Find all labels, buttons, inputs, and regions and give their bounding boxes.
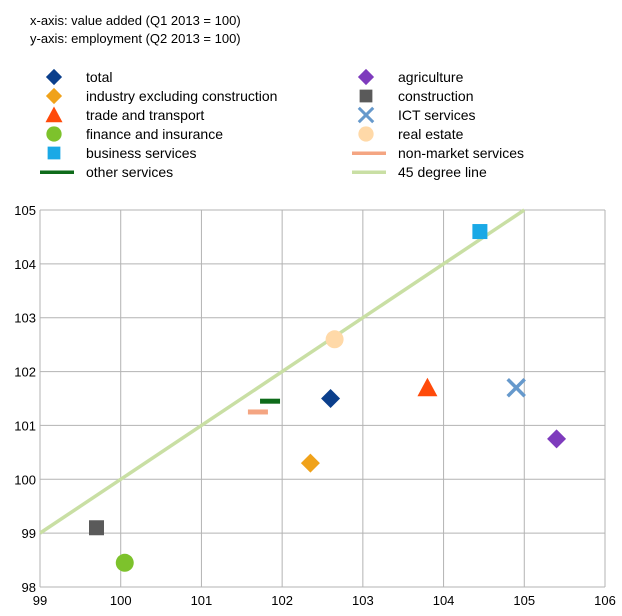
legend-item-agriculture: agriculture [352, 68, 463, 86]
industry-excluding-construction-point [300, 453, 320, 473]
legend-label: agriculture [398, 69, 464, 85]
legend-item-other-services: other services [40, 163, 173, 181]
legend-item-non-market-services: non-market services [352, 144, 524, 162]
construction-point [89, 520, 104, 536]
legend-label: ICT services [398, 107, 476, 123]
legend-label: non-market services [398, 145, 525, 161]
x-axis-note: x-axis: value added (Q1 2013 = 100) [30, 13, 241, 28]
legend-swatch [46, 126, 62, 142]
y-axis-note: y-axis: employment (Q2 2013 = 100) [30, 31, 241, 46]
legend-item-real-estate: real estate [352, 125, 463, 143]
legend-swatch-marker [46, 126, 62, 142]
legend-swatch-line [40, 170, 74, 174]
legend-label: finance and insurance [86, 126, 223, 142]
x-tick-label: 104 [433, 593, 455, 608]
legend-label: construction [398, 88, 474, 104]
legend-label: industry excluding construction [86, 88, 278, 104]
x-tick-label: 101 [191, 593, 213, 608]
ict-services-point [506, 377, 526, 398]
grid [39, 209, 606, 588]
non-market-services-point [247, 409, 268, 415]
legend-swatch [45, 87, 63, 105]
legend-item-ict-services: ICT services [352, 106, 476, 124]
other-services-point [260, 398, 281, 404]
legend-swatch [357, 68, 375, 86]
legend-item-finance-and-insurance: finance and insurance [40, 125, 223, 143]
legend-swatch-line [352, 151, 386, 155]
legend-label: 45 degree line [398, 164, 487, 180]
legend-label: business services [86, 145, 197, 161]
x-tick-label: 105 [513, 593, 535, 608]
45-degree-line-line [39, 208, 526, 535]
x-tick-label: 106 [594, 593, 616, 608]
legend-swatch-marker [357, 106, 375, 124]
legend-item-trade-and-transport: trade and transport [40, 106, 204, 124]
legend-swatch-marker [45, 106, 63, 123]
real-estate-point [325, 330, 344, 349]
legend-item-industry-excluding-construction: industry excluding construction [40, 87, 277, 105]
legend-swatch-line [352, 170, 386, 174]
legend-swatch [357, 106, 375, 124]
legend-swatch [352, 151, 386, 155]
legend-label: real estate [398, 126, 464, 142]
legend-label: trade and transport [86, 107, 205, 123]
legend-swatch [45, 106, 63, 123]
business-services-point [472, 224, 488, 240]
legend-item-total: total [40, 68, 112, 86]
y-tick-label: 103 [14, 311, 36, 326]
legend-swatch [358, 126, 374, 142]
legend-swatch-marker [45, 87, 63, 105]
legend-swatch [359, 89, 373, 103]
y-tick-label: 105 [14, 203, 36, 218]
y-tick-label: 100 [14, 472, 36, 487]
legend-item-construction: construction [352, 87, 473, 105]
legend-swatch-marker [47, 146, 61, 160]
legend-item-45-degree-line: 45 degree line [352, 163, 487, 181]
legend-swatch [352, 170, 386, 174]
legend-swatch [47, 146, 61, 160]
agriculture-point [547, 429, 567, 449]
legend-label: total [86, 69, 113, 85]
legend-swatch-marker [358, 126, 374, 142]
y-tick-label: 99 [22, 526, 36, 541]
x-tick-label: 100 [110, 593, 132, 608]
legend-swatch-marker [357, 68, 375, 86]
trade-and-transport-point [417, 377, 438, 397]
x-tick-label: 102 [271, 593, 293, 608]
finance-and-insurance-point [115, 553, 134, 572]
legend-swatch-marker [45, 68, 63, 86]
x-tick-label: 99 [33, 593, 47, 608]
legend-swatch-marker [359, 89, 373, 103]
y-tick-label: 98 [22, 580, 36, 595]
legend-swatch [45, 68, 63, 86]
legend-label: other services [86, 164, 174, 180]
legend-swatch [40, 170, 74, 174]
legend-item-business-services: business services [40, 144, 197, 162]
total-point [321, 389, 341, 408]
y-tick-label: 101 [14, 418, 36, 433]
y-tick-label: 104 [14, 257, 36, 272]
y-tick-label: 102 [14, 365, 36, 380]
x-tick-label: 103 [352, 593, 374, 608]
